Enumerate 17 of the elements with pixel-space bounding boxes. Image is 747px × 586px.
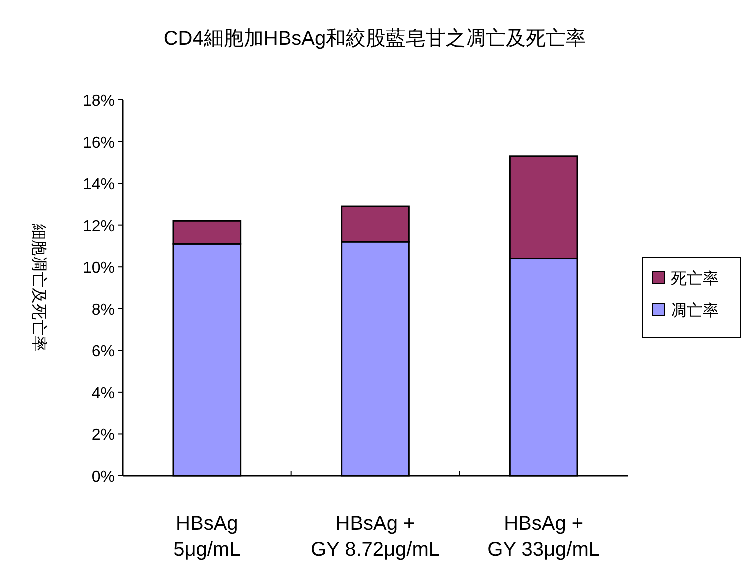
y-tick-label: 8% [92, 302, 115, 319]
y-tick-label: 18% [82, 93, 115, 110]
y-tick-label: 10% [82, 260, 115, 278]
y-tick-label: 4% [92, 385, 115, 402]
chart-title: CD4細胞加HBsAg和絞股藍皂甘之凋亡及死亡率 [164, 28, 586, 50]
x-tick-label: HBsAg + GY 33μg/mL [488, 513, 600, 561]
y-tick-label: 6% [92, 344, 115, 361]
x-tick-label: HBsAg 5μg/mL [174, 513, 241, 561]
ylabel: 細胞凋亡及死亡率 [30, 224, 47, 352]
legend-label: 死亡率 [671, 270, 719, 288]
y-tick-label: 16% [82, 134, 115, 152]
y-tick-label: 2% [92, 427, 115, 444]
x-tick-label: HBsAg + GY 8.72μg/mL [310, 513, 440, 561]
y-tick-label: 14% [82, 176, 115, 194]
y-tick-label: 12% [82, 218, 115, 236]
legend-label: 凋亡率 [671, 302, 719, 320]
y-tick-label: 0% [92, 469, 115, 486]
